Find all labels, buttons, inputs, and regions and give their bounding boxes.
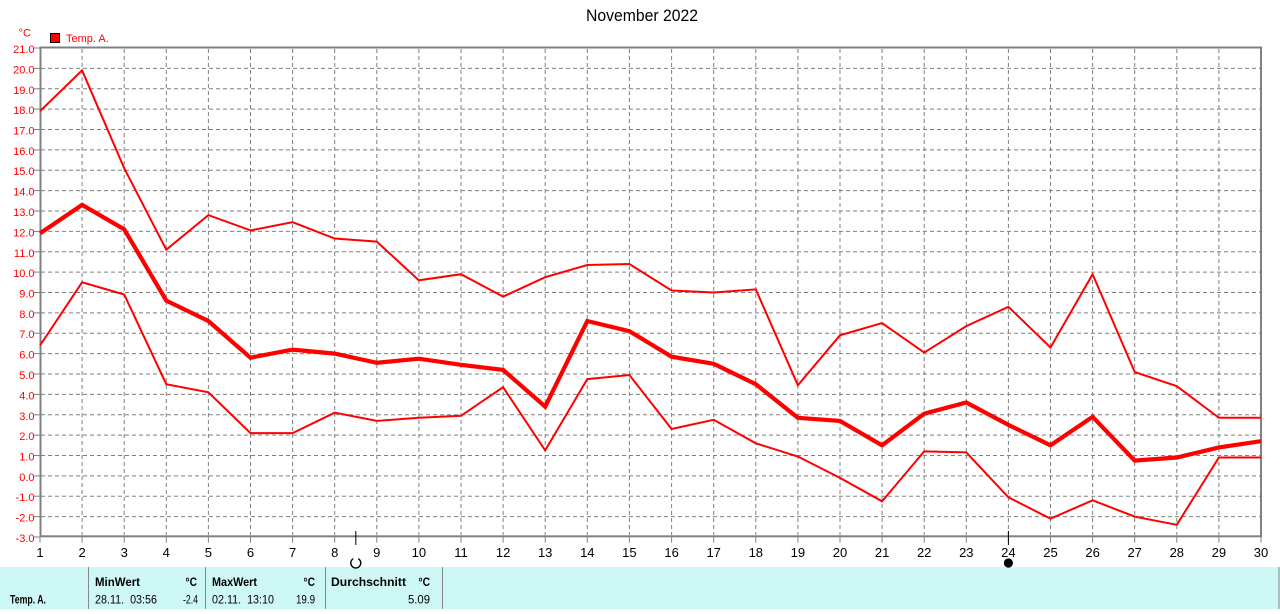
svg-text:30: 30 [1254,545,1268,560]
svg-text:6.0: 6.0 [19,350,34,362]
svg-text:-1.0: -1.0 [16,492,35,504]
svg-text:11: 11 [454,545,468,560]
svg-text:10.0: 10.0 [13,268,34,280]
svg-text:18: 18 [749,545,763,560]
svg-text:°C: °C [304,575,316,589]
svg-text:28.11. 03:56: 28.11. 03:56 [95,595,157,607]
svg-text:14.0: 14.0 [13,187,34,199]
svg-text:-2.4: -2.4 [183,595,198,607]
svg-text:1.0: 1.0 [19,452,34,464]
svg-text:26: 26 [1085,545,1099,560]
svg-text:19: 19 [791,545,805,560]
svg-text:Temp. A.: Temp. A. [66,33,109,45]
svg-text:2.0: 2.0 [19,431,34,443]
svg-text:18.0: 18.0 [13,105,34,117]
svg-text:0.0: 0.0 [19,472,34,484]
svg-text:2: 2 [78,545,85,560]
svg-text:3: 3 [121,545,128,560]
svg-text:8: 8 [331,545,338,560]
svg-text:7: 7 [289,545,296,560]
svg-text:20: 20 [833,545,847,560]
svg-text:Temp. A.: Temp. A. [10,593,46,607]
svg-text:13.0: 13.0 [13,207,34,219]
svg-text:3.0: 3.0 [19,411,34,423]
svg-text:1: 1 [36,545,43,560]
svg-text:°C: °C [19,28,31,40]
svg-text:-3.0: -3.0 [16,533,35,545]
svg-text:21.0: 21.0 [13,44,34,56]
svg-text:14: 14 [580,545,594,560]
svg-text:13: 13 [538,545,552,560]
svg-text:29: 29 [1212,545,1226,560]
svg-text:28: 28 [1170,545,1184,560]
svg-text:4.0: 4.0 [19,390,34,402]
svg-text:5.09: 5.09 [408,595,430,607]
svg-text:21: 21 [875,545,889,560]
svg-text:9.0: 9.0 [19,289,34,301]
svg-text:12.0: 12.0 [13,227,34,239]
svg-text:19.0: 19.0 [13,85,34,97]
svg-text:17.0: 17.0 [13,126,34,138]
svg-text:MaxWert: MaxWert [212,575,257,589]
svg-text:16: 16 [664,545,678,560]
svg-text:7.0: 7.0 [19,329,34,341]
svg-text:°C: °C [186,575,198,589]
svg-text:22: 22 [917,545,931,560]
svg-text:11.0: 11.0 [14,248,35,260]
svg-text:-2.0: -2.0 [16,513,35,525]
svg-text:November 2022: November 2022 [586,6,698,25]
svg-text:8.0: 8.0 [19,309,34,321]
svg-text:°C: °C [419,575,431,589]
svg-text:6: 6 [247,545,254,560]
svg-text:5: 5 [205,545,212,560]
svg-text:19.9: 19.9 [296,595,315,607]
svg-text:9: 9 [373,545,380,560]
svg-text:4: 4 [163,545,170,560]
svg-text:25: 25 [1043,545,1057,560]
svg-text:Durchschnitt: Durchschnitt [331,575,406,589]
svg-text:15.0: 15.0 [13,166,34,178]
svg-text:MinWert: MinWert [95,575,140,589]
svg-text:15: 15 [622,545,636,560]
svg-text:27: 27 [1127,545,1141,560]
svg-text:23: 23 [959,545,973,560]
svg-text:02.11. 13:10: 02.11. 13:10 [212,595,274,607]
svg-text:5.0: 5.0 [19,370,34,382]
svg-text:12: 12 [496,545,510,560]
svg-text:24: 24 [1001,545,1015,560]
svg-text:10: 10 [412,545,426,560]
svg-text:17: 17 [706,545,720,560]
svg-text:20.0: 20.0 [13,64,34,76]
svg-text:16.0: 16.0 [13,146,34,158]
